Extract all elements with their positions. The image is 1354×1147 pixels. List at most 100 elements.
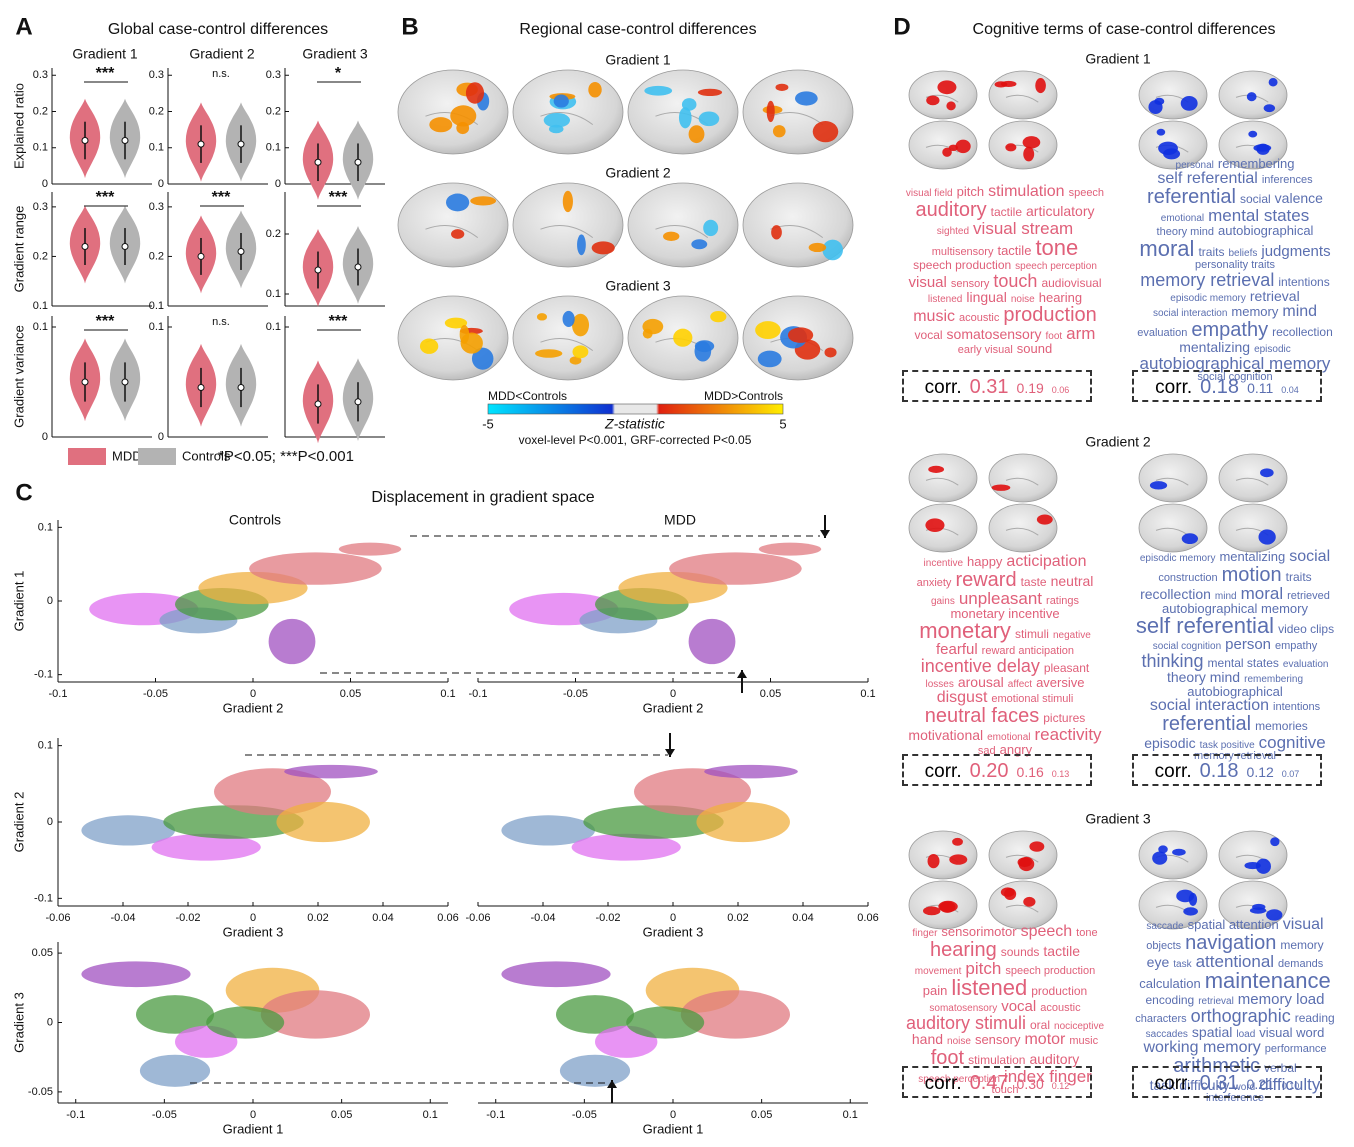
cloud-word: saccade [1146, 922, 1183, 932]
brain-surface [989, 881, 1057, 929]
cloud-word: theory mind [1167, 670, 1240, 684]
brain-activation [698, 89, 722, 96]
brain-activation [767, 101, 775, 122]
median-dot [355, 264, 361, 270]
cloud-word: reward anticipation [982, 646, 1074, 657]
brain-activation [1264, 104, 1275, 112]
cloud-word: oral [1030, 1019, 1050, 1031]
cloud-word: motivational [908, 728, 983, 742]
brain-surface [909, 71, 977, 119]
y-tick-label: 0.2 [266, 105, 281, 117]
cloud-word: ratings [1046, 596, 1079, 607]
brain-activation [1252, 904, 1265, 910]
significance-label: *** [329, 189, 348, 206]
brain-activation [923, 906, 940, 915]
median-dot [82, 244, 88, 250]
cloud-word: social interaction [1153, 309, 1227, 319]
corr-value: 0.12 [1052, 1081, 1070, 1091]
x-tick-label: 0.1 [423, 1109, 438, 1121]
y-axis-label: Gradient variance [11, 325, 26, 428]
brain-activation [925, 518, 944, 532]
median-dot [122, 138, 128, 144]
median-dot [315, 401, 321, 407]
x-tick-label: 0.1 [843, 1109, 858, 1121]
column-header: Gradient 1 [72, 46, 138, 62]
cloud-word: vocal [915, 329, 943, 341]
gradient-header: Gradient 3 [605, 278, 671, 294]
cloud-word: visual word [1259, 1026, 1324, 1039]
cloud-word: touch [993, 272, 1037, 290]
scatter-cloud [284, 765, 378, 778]
cloud-word: lingual [966, 290, 1006, 304]
x-tick-label: -0.05 [152, 1109, 177, 1121]
brain-activation [1157, 129, 1166, 136]
x-tick-label: -0.1 [66, 1109, 85, 1121]
cloud-word: stimuli [1015, 628, 1049, 640]
cloud-word: acticipation [1006, 554, 1086, 570]
x-tick-label: -0.04 [530, 912, 555, 924]
cloud-word: thinking [1141, 652, 1203, 670]
corr-value: 0.13 [1052, 769, 1070, 779]
group-label: MDD [664, 512, 696, 528]
brain-activation [1035, 78, 1046, 93]
cloud-word: intentions [1273, 702, 1320, 713]
cloud-word: noise [947, 1037, 971, 1047]
median-dot [82, 138, 88, 144]
cloud-word: tactile [991, 206, 1022, 218]
significance-label: *** [329, 313, 348, 330]
cloud-word: mental states [1208, 207, 1309, 224]
brain-activation [1269, 78, 1278, 87]
scatter-cloud [339, 543, 401, 556]
y-axis-label: Gradient 1 [11, 571, 26, 632]
brain-activation [946, 101, 955, 110]
brain-activation [822, 240, 843, 261]
brain-activation [809, 243, 827, 252]
brain-activation [1183, 907, 1198, 915]
y-axis-label: Explained ratio [11, 83, 26, 169]
corr-value: 0.16 [1017, 764, 1044, 780]
scatter-cloud [140, 1055, 210, 1087]
brain-surface [1139, 504, 1207, 552]
x-tick-label: -0.05 [572, 1109, 597, 1121]
brain-activation [1150, 481, 1167, 489]
scatter-cloud [626, 1006, 704, 1038]
cloud-word: episodic [1144, 736, 1195, 750]
x-tick-label: 0.1 [440, 688, 455, 700]
significance-label: n.s. [212, 316, 230, 328]
cloud-word: sensorimotor [941, 925, 1016, 938]
significance-note: *P<0.05; ***P<0.001 [218, 448, 354, 465]
scatter-cloud [249, 552, 382, 584]
brain-activation [1181, 96, 1198, 111]
corr-value: 0.18 [1200, 376, 1239, 399]
cloud-word: stimulation [968, 1054, 1025, 1066]
x-tick-label: 0.05 [331, 1109, 352, 1121]
cloud-word: anxiety [917, 578, 952, 589]
significance-label: *** [212, 189, 231, 206]
brain-activation [1247, 92, 1257, 101]
median-dot [82, 379, 88, 385]
median-dot [238, 385, 244, 391]
cloud-word: hand [912, 1032, 943, 1046]
brain-activation [1258, 529, 1275, 544]
cloud-word: negative [1053, 631, 1091, 641]
y-tick-label: -0.1 [34, 892, 53, 904]
cloud-word: visual [1283, 917, 1324, 933]
x-tick-label: -0.04 [110, 912, 135, 924]
cloud-word: somatosensory [947, 327, 1042, 341]
brain-surface [909, 831, 977, 879]
median-dot [315, 159, 321, 165]
brain-activation [773, 125, 786, 137]
cloud-word: autobiographical memory [1140, 355, 1331, 372]
brain-activation [572, 314, 589, 337]
x-tick-label: -0.1 [49, 688, 68, 700]
significance-label: *** [96, 313, 115, 330]
cloud-word: moral [1139, 238, 1194, 260]
x-axis-label: Gradient 2 [643, 700, 704, 715]
significance-label: *** [96, 189, 115, 206]
y-tick-label: -0.1 [34, 669, 53, 681]
brain-activation [1152, 851, 1167, 864]
cloud-word: memory retrieval [1140, 271, 1274, 289]
brain-activation [710, 311, 726, 322]
brain-surface [989, 71, 1057, 119]
